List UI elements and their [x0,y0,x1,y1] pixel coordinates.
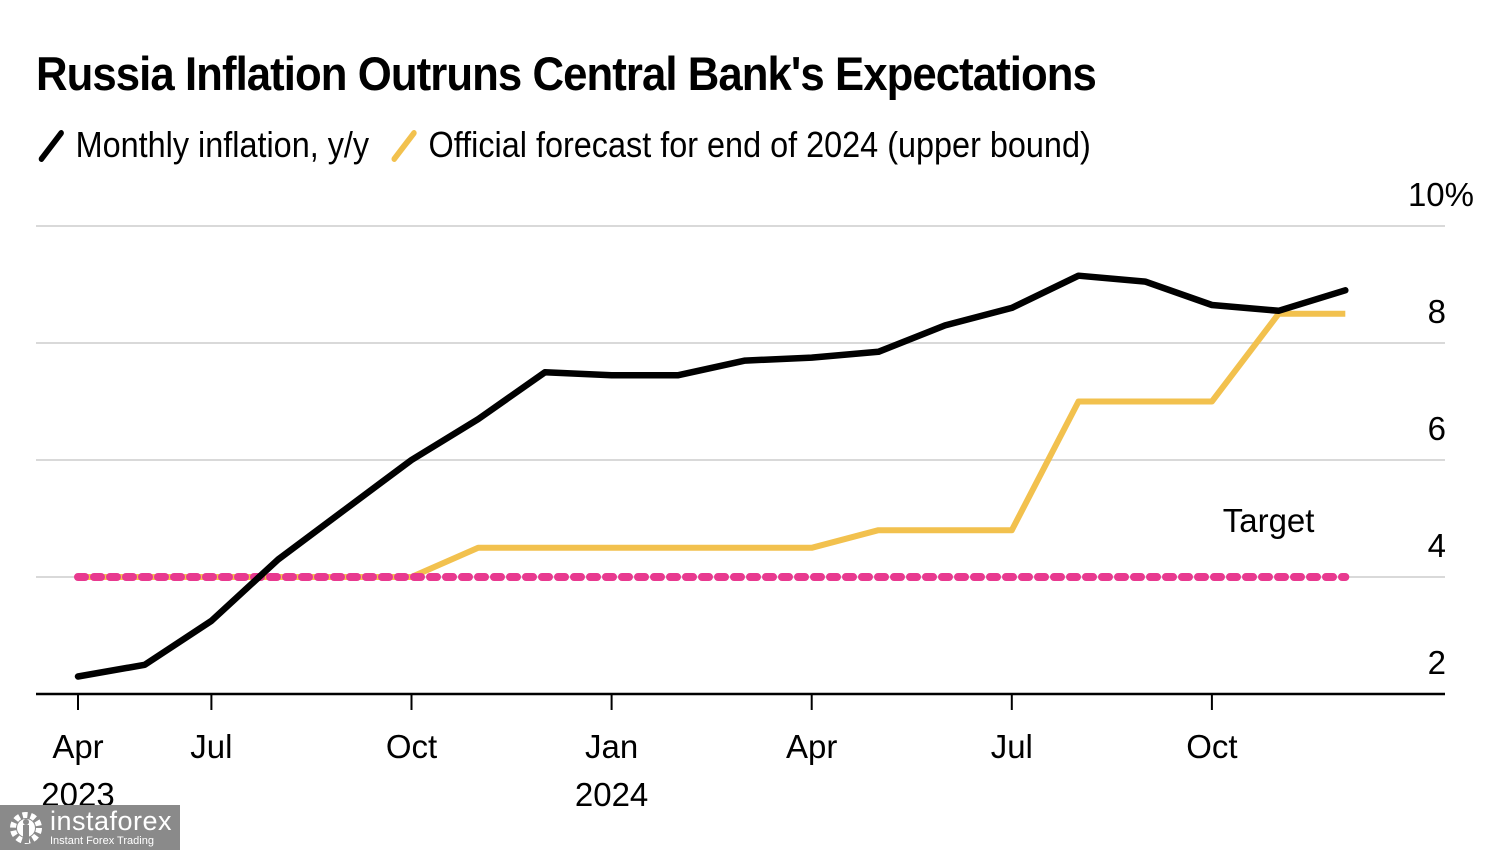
annotations: Target [1223,502,1315,539]
x-tick-label: Apr [786,728,837,765]
x-tick-label: Jan [585,728,638,765]
y-tick-label: 10% [1408,176,1474,213]
legend-label: Monthly inflation, y/y [75,124,370,165]
legend-swatch-yellow-line-icon [391,130,417,162]
series-official-forecast-line [78,310,1346,580]
x-tick-label: Oct [386,728,437,765]
y-tick-label: 8 [1428,293,1446,330]
series-monthly-inflation-line [74,272,1349,680]
watermark: instaforex Instant Forex Trading [0,805,180,850]
y-axis-labels: 2 4 6 8 10% [1408,176,1474,681]
x-tick-label: Oct [1186,728,1237,765]
legend-item-monthly-inflation: Monthly inflation, y/y [36,124,369,166]
y-tick-label: 6 [1428,410,1446,447]
legend: Monthly inflation, y/y Official forecast… [36,124,1111,166]
chart-title: Russia Inflation Outruns Central Bank's … [36,47,1097,100]
y-tick-label: 2 [1428,644,1446,681]
x-tick-label: Apr [52,728,103,765]
watermark-brand: instaforex [50,806,173,836]
x-tick-sublabel: 2024 [575,776,648,813]
watermark-tagline: Instant Forex Trading [50,835,154,847]
series-lines [74,272,1350,680]
target-annotation: Target [1223,502,1315,539]
legend-swatch-black-line-icon [38,130,64,162]
gear-logo-icon [10,811,42,844]
y-tick-label: 4 [1428,527,1446,564]
x-tick-label: Jul [991,728,1033,765]
legend-item-official-forecast: Official forecast for end of 2024 (upper… [389,124,1091,166]
legend-label: Official forecast for end of 2024 (upper… [428,124,1091,165]
x-tick-label: Jul [190,728,232,765]
